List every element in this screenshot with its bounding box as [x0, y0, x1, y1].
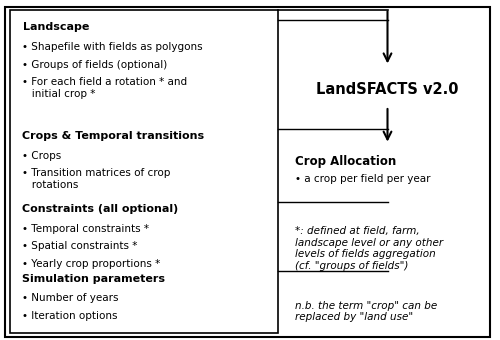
- Text: *: defined at field, farm,
landscape level or any other
levels of fields aggrega: *: defined at field, farm, landscape lev…: [295, 226, 443, 271]
- Text: Simulation parameters: Simulation parameters: [22, 274, 166, 284]
- Text: Constraints (all optional): Constraints (all optional): [22, 204, 179, 214]
- Text: • Yearly crop proportions *: • Yearly crop proportions *: [22, 259, 161, 269]
- Text: • Spatial constraints *: • Spatial constraints *: [22, 241, 138, 251]
- Text: LandSFACTS v2.0: LandSFACTS v2.0: [316, 82, 459, 97]
- Text: Crop Allocation: Crop Allocation: [295, 155, 396, 168]
- Text: • Transition matrices of crop
   rotations: • Transition matrices of crop rotations: [22, 168, 171, 190]
- Text: • Groups of fields (optional): • Groups of fields (optional): [22, 59, 168, 69]
- Text: Crops & Temporal transitions: Crops & Temporal transitions: [22, 131, 204, 141]
- Text: • Iteration options: • Iteration options: [22, 311, 118, 321]
- Text: • For each field a rotation * and
   initial crop *: • For each field a rotation * and initia…: [22, 77, 188, 99]
- Text: • Shapefile with fields as polygons: • Shapefile with fields as polygons: [22, 42, 203, 52]
- Text: n.b. the term "crop" can be
replaced by "land use": n.b. the term "crop" can be replaced by …: [295, 301, 437, 323]
- Bar: [10, 10, 278, 333]
- Text: • Crops: • Crops: [22, 151, 62, 160]
- Text: • a crop per field per year: • a crop per field per year: [295, 174, 430, 184]
- Text: Landscape: Landscape: [22, 22, 89, 32]
- Text: • Temporal constraints *: • Temporal constraints *: [22, 224, 150, 234]
- Text: • Number of years: • Number of years: [22, 293, 119, 303]
